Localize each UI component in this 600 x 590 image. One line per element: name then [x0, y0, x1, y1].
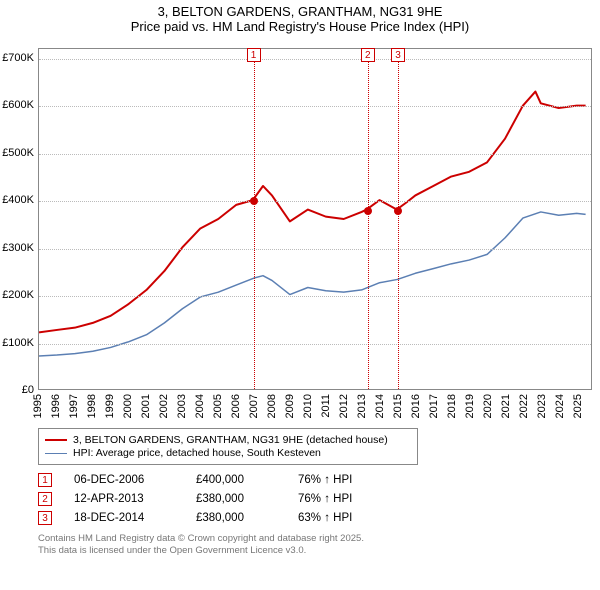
xtick-label: 2005	[212, 394, 224, 418]
ytick-label: £600K	[0, 99, 34, 111]
event-row: 3 18-DEC-2014 £380,000 63% ↑ HPI	[38, 511, 600, 525]
ytick-label: £700K	[0, 52, 34, 64]
xtick-label: 1997	[68, 394, 80, 418]
title-line-2: Price paid vs. HM Land Registry's House …	[0, 19, 600, 34]
gridline-h	[39, 201, 591, 202]
gridline-h	[39, 296, 591, 297]
gridline-h	[39, 249, 591, 250]
footer-line-2: This data is licensed under the Open Gov…	[38, 545, 600, 557]
ytick-label: £100K	[0, 337, 34, 349]
event-marker-dot	[364, 207, 372, 215]
ytick-label: £400K	[0, 194, 34, 206]
series-line-hpi	[39, 212, 586, 356]
xtick-label: 2008	[266, 394, 278, 418]
legend: 3, BELTON GARDENS, GRANTHAM, NG31 9HE (d…	[38, 428, 418, 465]
gridline-h	[39, 344, 591, 345]
event-marker-dot	[250, 197, 258, 205]
legend-label: 3, BELTON GARDENS, GRANTHAM, NG31 9HE (d…	[73, 434, 388, 446]
events-table: 1 06-DEC-2006 £400,000 76% ↑ HPI 2 12-APR-201…	[38, 473, 600, 525]
event-row-pct: 63% ↑ HPI	[298, 512, 352, 524]
xtick-label: 2014	[374, 394, 386, 418]
legend-swatch	[45, 453, 67, 454]
xtick-label: 1998	[86, 394, 98, 418]
event-row-date: 06-DEC-2006	[74, 474, 174, 486]
legend-label: HPI: Average price, detached house, Sout…	[73, 447, 321, 459]
ytick-label: £300K	[0, 242, 34, 254]
footer-attribution: Contains HM Land Registry data © Crown c…	[38, 533, 600, 557]
series-lines	[39, 49, 591, 389]
ytick-label: £500K	[0, 147, 34, 159]
footer-line-1: Contains HM Land Registry data © Crown c…	[38, 533, 600, 545]
chart-title: 3, BELTON GARDENS, GRANTHAM, NG31 9HE Pr…	[0, 0, 600, 36]
xtick-label: 2017	[428, 394, 440, 418]
event-marker-dot	[394, 207, 402, 215]
event-row-pct: 76% ↑ HPI	[298, 493, 352, 505]
xtick-label: 2024	[554, 394, 566, 418]
event-marker-box: 1	[247, 48, 261, 62]
xtick-label: 2004	[194, 394, 206, 418]
xtick-label: 2025	[572, 394, 584, 418]
xtick-label: 2009	[284, 394, 296, 418]
event-row-price: £380,000	[196, 493, 276, 505]
event-row-date: 18-DEC-2014	[74, 512, 174, 524]
event-row-date: 12-APR-2013	[74, 493, 174, 505]
xtick-label: 2012	[338, 394, 350, 418]
event-marker-line	[254, 49, 255, 389]
plot-area: 1 2 3	[38, 48, 592, 390]
gridline-h	[39, 59, 591, 60]
event-row: 2 12-APR-2013 £380,000 76% ↑ HPI	[38, 492, 600, 506]
event-row-num: 2	[38, 492, 52, 506]
xtick-label: 1995	[32, 394, 44, 418]
xtick-label: 2019	[464, 394, 476, 418]
legend-item: HPI: Average price, detached house, Sout…	[45, 447, 411, 459]
xtick-label: 2016	[410, 394, 422, 418]
xtick-label: 2007	[248, 394, 260, 418]
event-row: 1 06-DEC-2006 £400,000 76% ↑ HPI	[38, 473, 600, 487]
xtick-label: 2011	[320, 394, 332, 418]
gridline-h	[39, 154, 591, 155]
event-marker-box: 2	[361, 48, 375, 62]
xtick-label: 2001	[140, 394, 152, 418]
xtick-label: 2003	[176, 394, 188, 418]
xtick-label: 2000	[122, 394, 134, 418]
xtick-label: 2023	[536, 394, 548, 418]
xtick-label: 2020	[482, 394, 494, 418]
xtick-label: 1999	[104, 394, 116, 418]
event-marker-box: 3	[391, 48, 405, 62]
ytick-label: £0	[0, 384, 34, 396]
xtick-label: 2015	[392, 394, 404, 418]
xtick-label: 2010	[302, 394, 314, 418]
event-marker-line	[398, 49, 399, 389]
event-marker-line	[368, 49, 369, 389]
legend-item: 3, BELTON GARDENS, GRANTHAM, NG31 9HE (d…	[45, 434, 411, 446]
ytick-label: £200K	[0, 289, 34, 301]
xtick-label: 1996	[50, 394, 62, 418]
xtick-label: 2013	[356, 394, 368, 418]
xtick-label: 2002	[158, 394, 170, 418]
xtick-label: 2021	[500, 394, 512, 418]
event-row-pct: 76% ↑ HPI	[298, 474, 352, 486]
event-row-price: £380,000	[196, 512, 276, 524]
gridline-h	[39, 106, 591, 107]
chart-container: 1 2 3 £0 £100K £200K £300K £400K £500K £600K £700…	[0, 36, 600, 426]
xtick-label: 2022	[518, 394, 530, 418]
event-row-num: 1	[38, 473, 52, 487]
title-line-1: 3, BELTON GARDENS, GRANTHAM, NG31 9HE	[0, 4, 600, 19]
event-row-num: 3	[38, 511, 52, 525]
legend-swatch	[45, 439, 67, 441]
event-row-price: £400,000	[196, 474, 276, 486]
xtick-label: 2018	[446, 394, 458, 418]
xtick-label: 2006	[230, 394, 242, 418]
